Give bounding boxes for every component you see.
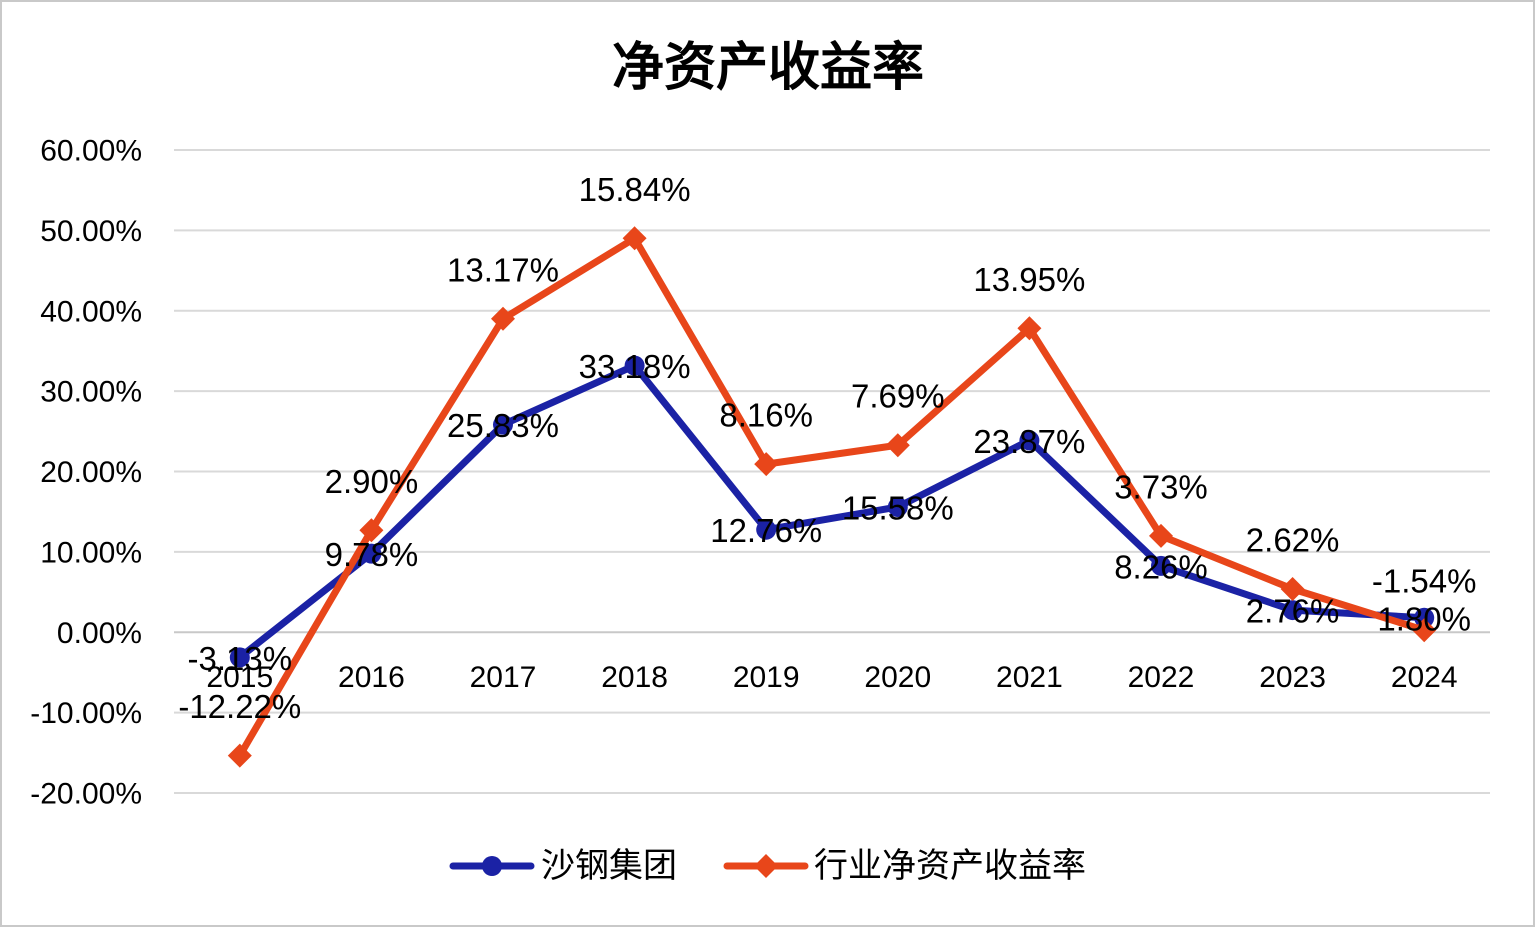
series-2-data-label-2016: 2.90% [325, 463, 419, 500]
x-tick-label: 2016 [338, 661, 405, 694]
legend-label-series-1: 沙钢集团 [541, 846, 677, 886]
series-2-data-label-2020: 7.69% [851, 378, 945, 415]
legend-circle-marker-icon [482, 856, 502, 876]
x-axis-tick-labels: 2015 2016 2017 2018 2019 2020 2021 2022 2023 2024 [206, 661, 1457, 694]
y-tick-label: 10.00% [40, 536, 142, 569]
series-2-point-2015 [227, 743, 252, 768]
series-1-point-2015 [229, 647, 250, 668]
y-axis-tick-labels: 60.00% 50.00% 40.00% 30.00% 20.00% 10.00% 0.00… [30, 135, 142, 811]
series-1-point-2018 [624, 355, 645, 376]
y-tick-label: 20.00% [40, 456, 142, 489]
series-2-point-2016 [359, 518, 384, 543]
series-1-point-2024 [1414, 607, 1435, 628]
y-tick-label: 0.00% [57, 617, 142, 650]
series-2-point-2018 [622, 226, 647, 251]
series-1-line [236, 362, 1428, 661]
series-1-data-label-2015: -3.13% [188, 640, 293, 677]
series-2-data-label-2019: 8.16% [719, 397, 813, 434]
series-2-point-2021 [1017, 316, 1042, 341]
series-2-data-label-2022: 3.73% [1114, 468, 1208, 505]
y-tick-label: 30.00% [40, 376, 142, 409]
series-1-data-label-2016: 9.78% [325, 536, 419, 573]
series-1-data-label-2019: 12.76% [710, 512, 822, 549]
y-tick-label: 40.00% [40, 295, 142, 328]
y-tick-label: 60.00% [40, 135, 142, 168]
x-tick-label: 2021 [996, 661, 1063, 694]
legend-diamond-marker-icon [754, 854, 778, 878]
series-1-data-label-2020: 15.58% [842, 490, 954, 527]
legend-label-series-2: 行业净资产收益率 [814, 846, 1086, 886]
gridlines [174, 149, 1490, 794]
series-2-data-label-2021: 13.95% [973, 261, 1085, 298]
series-2-point-2022 [1149, 523, 1173, 548]
x-tick-label: 2018 [601, 661, 668, 694]
series-1-point-2017 [493, 414, 513, 435]
series-1-point-2020 [887, 497, 908, 518]
chart-title: 净资产收益率 [612, 38, 924, 98]
series-1-data-label-2021: 23.87% [973, 423, 1085, 460]
series-1-point-2023 [1282, 600, 1303, 621]
x-tick-label: 2019 [733, 661, 800, 694]
x-tick-label: 2023 [1259, 661, 1326, 694]
series-1-point-2021 [1019, 430, 1040, 451]
y-tick-label: -20.00% [30, 778, 142, 811]
series-layer [227, 226, 1437, 768]
series-1-data-label-2018: 33.18% [579, 348, 691, 385]
legend-item-series-1: 沙钢集团 [449, 846, 677, 886]
legend: 沙钢集团 行业净资产收益率 [449, 846, 1086, 886]
series-2-data-label-2023: 2.62% [1246, 522, 1340, 559]
series-2-data-label-2015: -12.22% [178, 688, 301, 725]
x-tick-label: 2024 [1391, 661, 1458, 694]
y-tick-label: 50.00% [40, 215, 142, 248]
series-2-line [236, 234, 1428, 760]
series-2-point-2020 [885, 433, 910, 458]
x-tick-label: 2017 [470, 661, 537, 694]
series-2-point-2019 [754, 452, 779, 477]
series-2-data-label-2017: 13.17% [447, 251, 559, 288]
series-1-point-2016 [361, 543, 382, 564]
y-tick-label: -10.00% [30, 697, 142, 730]
series-2-data-label-2018: 15.84% [579, 171, 691, 208]
series-1-point-2019 [756, 519, 777, 540]
series-1-data-label-2022: 8.26% [1114, 548, 1208, 585]
legend-item-series-2: 行业净资产收益率 [723, 846, 1086, 886]
x-tick-label: 2020 [864, 661, 931, 694]
x-tick-label: 2022 [1128, 661, 1195, 694]
series-2-point-2024 [1412, 618, 1437, 643]
data-labels: -3.13% 9.78% 25.83% 33.18% 12.76% 15.58% 23.87… [178, 171, 1476, 725]
series-1-data-label-2024: 1.80% [1377, 600, 1471, 637]
series-1-data-label-2023: 2.76% [1246, 593, 1340, 630]
series-2-point-2023 [1280, 577, 1305, 601]
series-2-point-2017 [491, 306, 515, 331]
series-1-data-label-2017: 25.83% [447, 407, 559, 444]
series-1-point-2022 [1151, 555, 1171, 576]
series-2-data-label-2024: -1.54% [1372, 563, 1477, 600]
